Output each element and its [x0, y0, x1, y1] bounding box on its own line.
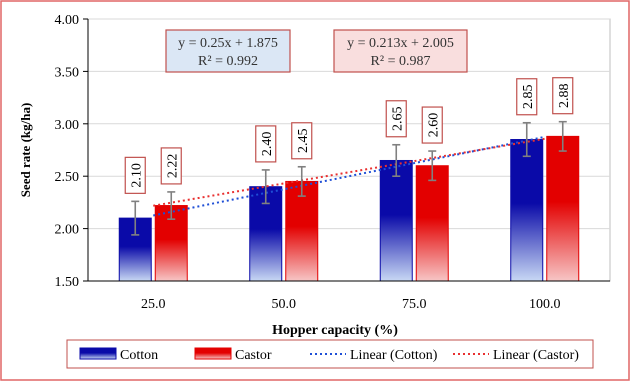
legend-swatch	[194, 347, 232, 360]
x-axis-title: Hopper capacity (%)	[272, 323, 398, 338]
bar-castor	[546, 135, 580, 282]
data-label-box	[160, 147, 182, 185]
legend-label: Linear (Castor)	[493, 348, 579, 363]
y-tick-label: 2.00	[55, 223, 80, 238]
r2-text: R² = 0.992	[198, 54, 258, 69]
data-label-box	[291, 122, 313, 160]
legend-box	[66, 339, 594, 369]
bar-castor	[415, 165, 449, 282]
equation-text: y = 0.25x + 1.875	[178, 36, 278, 51]
equation-text: y = 0.213x + 2.005	[347, 36, 454, 51]
data-label: 2.85	[521, 85, 536, 110]
trend-layer	[153, 135, 545, 217]
y-tick-label: 3.50	[55, 65, 80, 80]
bar-cotton	[510, 139, 544, 282]
bar-cotton	[379, 159, 413, 282]
error-layer	[131, 120, 567, 236]
data-label: 2.40	[260, 132, 275, 157]
equation-box	[333, 29, 468, 73]
x-tick-label: 25.0	[141, 297, 166, 312]
data-label-box	[124, 156, 146, 194]
legend-label: Linear (Cotton)	[350, 348, 438, 363]
y-tick-label: 1.50	[55, 275, 80, 290]
data-label: 2.88	[557, 83, 572, 108]
bar-layer	[118, 135, 580, 282]
data-label-box	[516, 78, 538, 116]
bar-castor	[285, 180, 319, 282]
trendline	[153, 135, 545, 217]
x-tick-label: 100.0	[529, 297, 561, 312]
equation-layer: y = 0.25x + 1.875 R² = 0.992 y = 0.213x + …	[165, 29, 468, 73]
y-axis-title: Seed rate (kg/ha)	[18, 103, 33, 198]
axis-layer: 1.50 2.00 2.50 3.00 3.50 4.00 25.0 50.0 75.0 100.…	[55, 13, 610, 312]
data-label: 2.45	[296, 129, 311, 154]
y-tick-label: 2.50	[55, 170, 80, 185]
data-label: 2.10	[129, 163, 144, 188]
legend: Cotton Castor Linear (Cotton) Linear (Casto…	[66, 339, 594, 369]
data-label-box	[552, 77, 574, 115]
x-tick-label: 75.0	[402, 297, 427, 312]
data-label: 2.22	[165, 154, 180, 179]
equation-box	[165, 29, 291, 73]
x-tick-label: 50.0	[272, 297, 297, 312]
y-tick-label: 3.00	[55, 118, 80, 133]
data-label: 2.65	[390, 107, 405, 132]
r2-text: R² = 0.987	[371, 54, 431, 69]
legend-label: Cotton	[120, 348, 158, 363]
legend-swatch	[79, 347, 117, 360]
y-tick-label: 4.00	[55, 13, 80, 28]
data-label-box	[385, 100, 407, 138]
data-label-layer: 2.10 2.40 2.65 2.85 2.22 2.45 2.60 2.88	[124, 77, 574, 194]
data-label: 2.60	[426, 113, 441, 138]
trendline	[153, 137, 545, 207]
data-label-box	[421, 106, 443, 144]
legend-label: Castor	[235, 348, 272, 363]
data-label-box	[255, 125, 277, 163]
